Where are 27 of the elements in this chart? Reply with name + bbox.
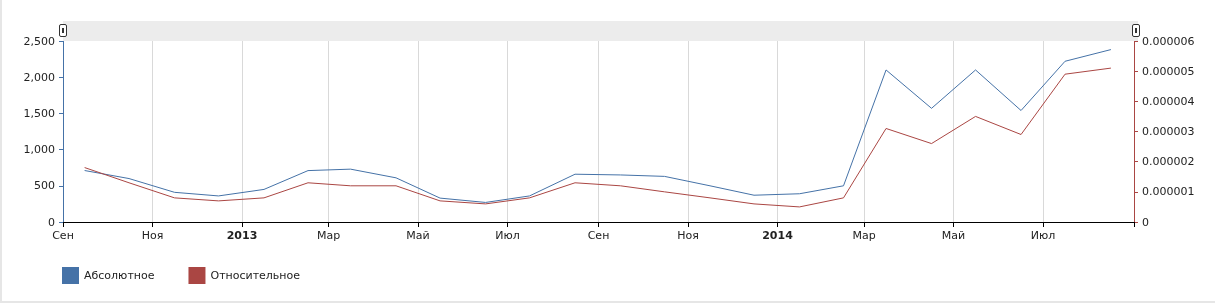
- x-tick-label: Мар: [316, 229, 341, 242]
- y-tick-label: 0: [48, 215, 55, 229]
- y-tick-label: 1,000: [23, 143, 55, 157]
- y2-tick-label: 0.000003: [1142, 125, 1195, 138]
- x-tick-label: Сен: [52, 229, 74, 242]
- y-tick-label: 2,000: [23, 70, 55, 84]
- x-tick-label: 2013: [226, 229, 258, 242]
- x-tick-label: Ноя: [141, 229, 164, 242]
- y2-tick-label: 0.000001: [1142, 185, 1195, 199]
- legend-label: Абсолютное: [84, 269, 155, 282]
- x-tick-label: 2014: [762, 229, 794, 242]
- y-tick-label: 2,500: [23, 34, 55, 48]
- x-tick-label: Мар: [852, 229, 876, 242]
- x-tick-label: Май: [406, 229, 430, 242]
- y-tick-label: 500: [34, 179, 55, 193]
- y2-tick-label: 0.000002: [1142, 155, 1195, 169]
- x-tick-label: Июл: [1030, 229, 1056, 242]
- x-tick-label: Июл: [495, 229, 520, 242]
- y-tick-label: 1,500: [23, 106, 55, 120]
- legend-label: Относительное: [210, 269, 301, 282]
- y2-tick-label: 0: [1142, 215, 1149, 229]
- x-tick-label: Май: [941, 229, 966, 242]
- y2-tick-label: 0.000005: [1142, 64, 1195, 78]
- x-tick-label: Сен: [587, 229, 610, 242]
- y2-tick-label: 0.000004: [1142, 94, 1195, 108]
- x-tick-label: Ноя: [677, 229, 699, 242]
- y2-tick-label: 0.000006: [1142, 34, 1195, 48]
